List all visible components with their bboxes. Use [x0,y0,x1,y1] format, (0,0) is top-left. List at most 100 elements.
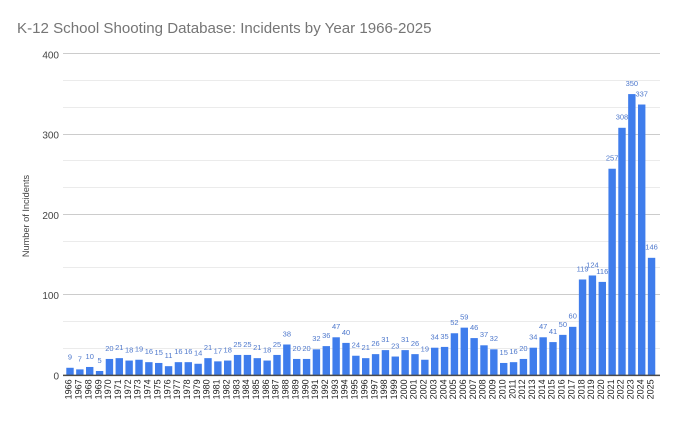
svg-text:16: 16 [174,347,182,356]
svg-text:16: 16 [509,347,517,356]
svg-text:Number of Incidents: Number of Incidents [21,174,31,257]
svg-text:26: 26 [371,339,379,348]
svg-text:11: 11 [165,351,173,360]
svg-text:2024: 2024 [635,379,645,399]
svg-text:1969: 1969 [93,379,103,399]
svg-text:116: 116 [596,267,608,276]
svg-text:257: 257 [606,154,619,163]
svg-text:1995: 1995 [350,379,360,399]
svg-text:40: 40 [342,328,350,337]
svg-text:25: 25 [233,340,241,349]
svg-text:23: 23 [391,341,399,350]
svg-text:1986: 1986 [261,379,271,399]
svg-text:1989: 1989 [290,379,300,399]
svg-text:1970: 1970 [103,379,113,399]
svg-text:1994: 1994 [340,379,350,399]
svg-text:34: 34 [431,333,439,342]
svg-text:15: 15 [155,348,163,357]
svg-text:2007: 2007 [468,379,478,399]
svg-text:1974: 1974 [143,379,153,399]
svg-text:41: 41 [549,327,557,336]
svg-text:1985: 1985 [251,379,261,399]
svg-text:0: 0 [53,371,59,382]
svg-text:19: 19 [135,345,143,354]
svg-text:47: 47 [539,322,547,331]
svg-text:1967: 1967 [74,379,84,399]
svg-text:1998: 1998 [379,379,389,399]
svg-text:1968: 1968 [83,379,93,399]
svg-text:1984: 1984 [241,379,251,399]
svg-text:1990: 1990 [300,379,310,399]
svg-text:31: 31 [381,335,389,344]
svg-text:2002: 2002 [419,379,429,399]
svg-text:32: 32 [312,334,320,343]
svg-text:2011: 2011 [507,379,517,398]
svg-text:26: 26 [411,339,419,348]
svg-text:337: 337 [635,89,648,98]
svg-text:17: 17 [214,346,222,355]
svg-text:15: 15 [500,348,508,357]
svg-text:350: 350 [626,79,639,88]
svg-text:2018: 2018 [576,379,586,399]
svg-text:2014: 2014 [537,379,547,399]
svg-text:19: 19 [421,345,429,354]
svg-text:2012: 2012 [517,379,527,399]
svg-text:46: 46 [470,323,478,332]
svg-text:20: 20 [519,344,527,353]
svg-text:308: 308 [616,113,629,122]
svg-text:52: 52 [450,318,458,327]
svg-text:18: 18 [224,345,232,354]
svg-text:18: 18 [125,345,133,354]
svg-text:16: 16 [184,347,192,356]
svg-text:1982: 1982 [221,379,231,399]
svg-text:200: 200 [42,211,59,222]
svg-text:1988: 1988 [281,379,291,399]
svg-text:16: 16 [145,347,153,356]
svg-text:1999: 1999 [389,379,399,399]
svg-text:2016: 2016 [557,379,567,399]
svg-text:1978: 1978 [182,379,192,399]
svg-text:10: 10 [86,352,94,361]
svg-text:20: 20 [293,344,301,353]
svg-text:1979: 1979 [192,379,202,399]
svg-text:2023: 2023 [626,379,636,399]
svg-text:5: 5 [97,356,101,365]
svg-text:34: 34 [529,333,537,342]
svg-text:31: 31 [401,335,409,344]
svg-text:36: 36 [322,331,330,340]
svg-text:35: 35 [440,332,448,341]
svg-text:K-12 School Shooting Database:: K-12 School Shooting Database: Incidents… [17,20,432,37]
svg-text:1973: 1973 [133,379,143,399]
svg-text:21: 21 [204,343,212,352]
svg-text:32: 32 [490,334,498,343]
svg-text:1980: 1980 [202,379,212,399]
svg-text:1966: 1966 [64,379,74,399]
svg-text:20: 20 [302,344,310,353]
svg-text:1971: 1971 [113,379,123,399]
svg-text:1992: 1992 [320,379,330,399]
svg-text:1987: 1987 [271,379,281,399]
svg-text:2010: 2010 [497,379,507,399]
svg-text:2006: 2006 [458,379,468,399]
svg-text:1997: 1997 [369,379,379,399]
svg-text:2004: 2004 [438,379,448,399]
svg-text:2001: 2001 [409,379,419,399]
svg-text:25: 25 [243,340,251,349]
svg-text:50: 50 [559,320,567,329]
svg-text:21: 21 [253,343,261,352]
svg-text:2000: 2000 [399,379,409,399]
svg-text:20: 20 [105,344,113,353]
svg-text:2008: 2008 [478,379,488,399]
svg-text:1976: 1976 [162,379,172,399]
svg-text:146: 146 [645,243,658,252]
svg-text:119: 119 [577,264,589,273]
svg-text:1977: 1977 [172,379,182,399]
svg-text:2015: 2015 [547,379,557,399]
svg-text:2017: 2017 [566,379,576,399]
svg-text:37: 37 [480,330,488,339]
svg-text:300: 300 [42,131,59,142]
svg-text:24: 24 [352,341,360,350]
svg-text:2003: 2003 [428,379,438,399]
svg-text:1996: 1996 [359,379,369,399]
svg-text:1983: 1983 [231,379,241,399]
